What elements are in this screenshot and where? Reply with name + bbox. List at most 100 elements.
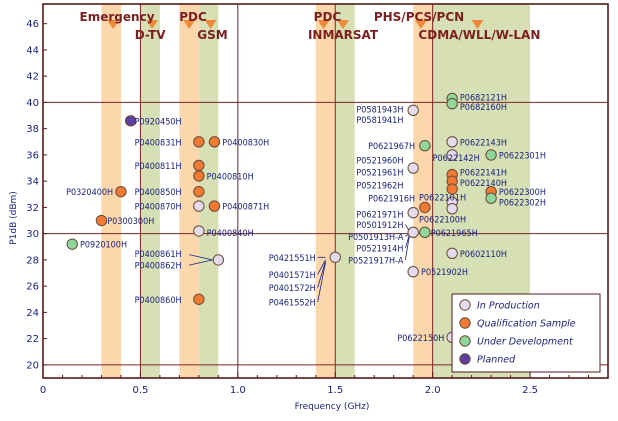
- leader-9: [189, 259, 213, 266]
- point-label-41: P0622301H: [499, 151, 546, 161]
- point-label-16: P0401571H: [269, 271, 316, 281]
- band-labels: Emergency D-TV PDC GSM PDC INMARSAT PHS/PCS/PC…: [80, 10, 541, 42]
- data-point-3: [193, 159, 205, 172]
- data-point-16: [407, 162, 419, 174]
- band-label-7: CDMA/WLL/W-LAN: [418, 28, 540, 42]
- y-tick-label-24: 24: [26, 308, 39, 319]
- point-label-28: P0501913H-A: [348, 233, 404, 243]
- band-label-4: PDC: [314, 10, 342, 24]
- point-label-0: P0920450H: [135, 117, 182, 127]
- data-point-17: [419, 140, 431, 152]
- legend-marker-qualification: [459, 317, 471, 329]
- point-label-34: P0621965H: [431, 229, 478, 239]
- point-label-35: P0682121H: [460, 94, 507, 104]
- y-tick-label-30: 30: [26, 229, 39, 240]
- band-arrow-4: [317, 20, 330, 29]
- leader-lines: [189, 224, 410, 302]
- y-tick-label-20: 20: [26, 360, 39, 371]
- x-tick-label-0: 0: [40, 385, 46, 396]
- point-label-3: P0400811H: [135, 162, 182, 172]
- data-point-34: [485, 192, 497, 204]
- point-label-40: P0622140H: [460, 179, 507, 189]
- data-point-2: [208, 136, 221, 148]
- band-1: [140, 4, 160, 378]
- y-tick-label-26: 26: [26, 282, 39, 293]
- band-label-3: GSM: [197, 28, 227, 42]
- point-label-9: P0300300H: [107, 217, 154, 227]
- point-label-29: P0521914H: [356, 245, 403, 255]
- band-arrow-0: [107, 20, 120, 29]
- data-point-31: [446, 203, 458, 215]
- band-arrow-1: [146, 20, 159, 29]
- point-label-12: P0400861H: [135, 250, 182, 260]
- data-point-12: [212, 254, 225, 266]
- point-label-6: P0400850H: [135, 188, 182, 198]
- y-tick-label-42: 42: [26, 72, 39, 83]
- data-point-6: [193, 185, 205, 198]
- y-tick-label-32: 32: [26, 203, 39, 214]
- data-point-5: [115, 185, 127, 198]
- point-label-8: P0400871H: [222, 203, 269, 213]
- point-label-7: P0400870H: [135, 203, 182, 213]
- point-label-39: P0622141H: [460, 168, 507, 178]
- band-6: [413, 4, 433, 378]
- plot-frame: [42, 3, 609, 379]
- data-point-29: [446, 183, 458, 195]
- data-point-1: [193, 136, 205, 148]
- band-arrow-3: [204, 20, 217, 29]
- band-arrow-5: [337, 20, 350, 29]
- band-label-5: INMARSAT: [308, 28, 379, 42]
- band-arrow-7: [471, 20, 484, 29]
- data-points: [66, 92, 497, 344]
- legend-label-planned: Planned: [477, 355, 516, 366]
- band-label-2: PDC: [179, 10, 207, 24]
- point-label-11: P0920100H: [80, 241, 127, 251]
- data-point-18: [407, 206, 419, 219]
- y-tick-label-34: 34: [26, 177, 39, 188]
- leader-7: [404, 236, 410, 260]
- y-tick-label-36: 36: [26, 150, 39, 161]
- data-point-26: [446, 149, 458, 161]
- point-label-1: P0400831H: [135, 138, 182, 148]
- data-point-32: [485, 149, 497, 161]
- band-3: [198, 4, 219, 378]
- point-label-25: P0621916H: [368, 195, 415, 205]
- leader-3: [317, 262, 326, 302]
- data-point-15: [407, 104, 419, 116]
- point-label-26: P0621971H: [356, 210, 403, 220]
- x-tick-label-2.0: 2.0: [425, 385, 441, 396]
- point-label-14: P0400860H: [135, 296, 182, 306]
- axes: 20 22 24 26 28 30 32 34 36 38 40 42 44 46 0 0.5 1.0 1.5 2.…: [26, 3, 609, 396]
- data-point-11: [66, 238, 78, 250]
- data-point-14: [329, 251, 341, 263]
- band-label-1: D-TV: [135, 28, 167, 42]
- band-2: [179, 4, 199, 378]
- leader-8: [189, 254, 213, 261]
- x-tick-label-1.5: 1.5: [327, 385, 343, 396]
- band-label-0: Emergency: [80, 10, 155, 24]
- data-point-8: [208, 200, 221, 212]
- point-label-17: P0401572H: [269, 284, 316, 294]
- point-label-24: P0521962H: [356, 182, 403, 192]
- point-label-31: P0521902H: [421, 268, 468, 278]
- x-tick-label-2.5: 2.5: [522, 385, 538, 396]
- leader-2: [317, 261, 326, 288]
- data-point-13: [193, 293, 205, 305]
- data-point-9: [95, 214, 108, 227]
- y-tick-label-44: 44: [26, 45, 39, 56]
- point-label-32: P0622101H: [419, 193, 466, 203]
- point-label-2: P0400830H: [222, 138, 269, 148]
- data-point-10: [193, 225, 205, 237]
- point-label-5: P0320400H: [66, 188, 113, 198]
- legend-label-qualification: Qualification Sample: [477, 319, 576, 330]
- point-label-19: P0581943H: [356, 105, 403, 115]
- point-label-10: P0400840H: [207, 229, 254, 239]
- y-tick-label-22: 22: [26, 334, 39, 345]
- point-label-13: P0400862H: [135, 262, 182, 272]
- point-label-15: P0421551H: [269, 254, 316, 264]
- band-arrow-2: [183, 20, 196, 29]
- y-tick-label-38: 38: [26, 124, 39, 135]
- point-label-22: P0521960H: [356, 157, 403, 167]
- x-tick-label-0.5: 0.5: [132, 385, 148, 396]
- point-label-44: P0602110H: [460, 250, 507, 260]
